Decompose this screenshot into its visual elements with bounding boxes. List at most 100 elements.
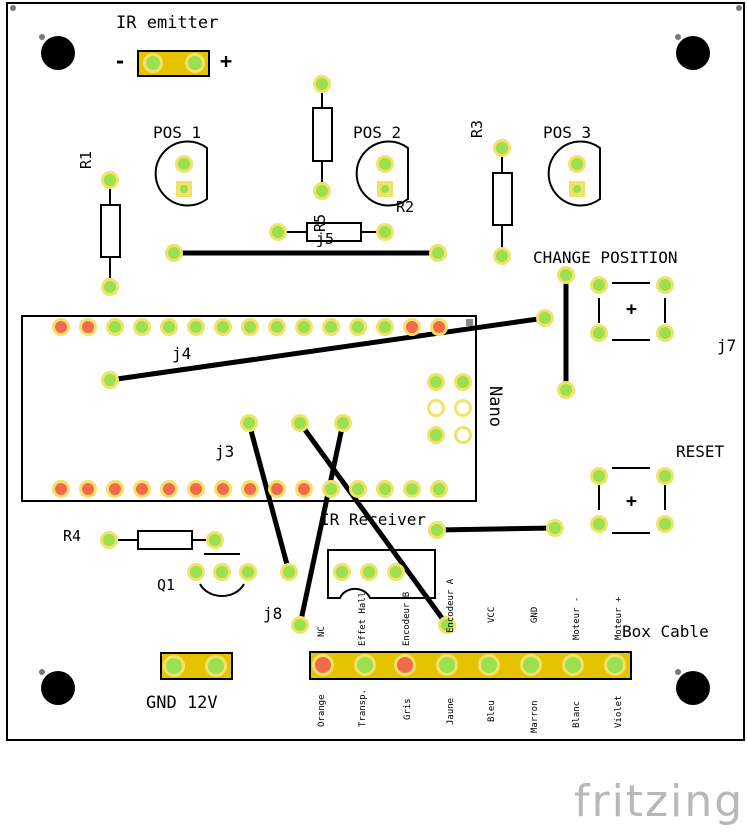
cable-color-label: Bleu xyxy=(487,700,497,722)
solder-pad xyxy=(590,276,608,294)
solder-pad xyxy=(175,155,193,173)
solder-pad xyxy=(376,318,394,336)
solder-pad xyxy=(106,480,124,498)
solder-pad xyxy=(291,414,309,432)
solder-pad xyxy=(376,223,394,241)
cable-function-label: NC xyxy=(317,626,327,637)
solder-pad xyxy=(185,53,205,73)
solder-pad xyxy=(604,654,626,676)
solder-pad xyxy=(557,381,575,399)
solder-pad xyxy=(133,318,151,336)
mounting-hole xyxy=(41,36,75,70)
pad-hole xyxy=(573,185,581,193)
solder-pad xyxy=(333,563,351,581)
pad-hole xyxy=(180,185,188,193)
solder-pad xyxy=(213,563,231,581)
solder-pad xyxy=(187,318,205,336)
solder-pad xyxy=(241,480,259,498)
solder-pad xyxy=(160,480,178,498)
solder-pad xyxy=(430,318,448,336)
solder-pad xyxy=(349,318,367,336)
solder-pad xyxy=(454,426,472,444)
solder-pad xyxy=(295,318,313,336)
solder-pad xyxy=(656,467,674,485)
lock-icon xyxy=(675,34,681,40)
solder-pad xyxy=(313,75,331,93)
solder-pad xyxy=(429,244,447,262)
solder-pad xyxy=(52,480,70,498)
solder-pad xyxy=(360,563,378,581)
mounting-hole xyxy=(676,671,710,705)
solder-pad xyxy=(205,655,227,677)
solder-pad xyxy=(454,399,472,417)
solder-pad xyxy=(376,155,394,173)
plus-label: + xyxy=(220,49,232,73)
cable-function-label: VCC xyxy=(487,607,497,623)
solder-pad xyxy=(428,521,446,539)
solder-pad xyxy=(239,563,257,581)
solder-pad xyxy=(590,467,608,485)
r5-label: R5 xyxy=(311,214,329,232)
solder-pad xyxy=(436,654,458,676)
reset-plus: + xyxy=(626,491,637,512)
solder-pad xyxy=(322,318,340,336)
solder-pad xyxy=(387,563,405,581)
r2-body xyxy=(312,107,333,162)
solder-pad xyxy=(394,654,416,676)
solder-pad xyxy=(427,373,445,391)
ir-emitter-label: IR emitter xyxy=(116,13,218,33)
solder-pad xyxy=(656,515,674,533)
solder-pad xyxy=(520,654,542,676)
j4-label: j4 xyxy=(172,344,191,363)
nano-outline xyxy=(21,315,477,502)
solder-pad xyxy=(187,480,205,498)
solder-pad xyxy=(133,480,151,498)
solder-pad xyxy=(590,324,608,342)
r2-label: R2 xyxy=(396,198,414,216)
r1-body xyxy=(100,204,121,258)
nano-label: Nano xyxy=(485,386,505,427)
j8-label: j8 xyxy=(263,604,282,623)
solder-pad xyxy=(241,318,259,336)
solder-pad xyxy=(143,53,163,73)
cable-function-label: GND xyxy=(530,607,540,623)
pos2-outline xyxy=(355,140,409,207)
solder-pad xyxy=(562,654,584,676)
pos1-label: POS 1 xyxy=(153,123,201,142)
r3-body xyxy=(492,172,513,226)
lock-icon xyxy=(39,669,45,675)
box-cable-label: Box Cable xyxy=(622,622,709,641)
solder-pad xyxy=(590,515,608,533)
solder-pad xyxy=(430,480,448,498)
solder-pad xyxy=(101,278,119,296)
solder-pad xyxy=(322,480,340,498)
solder-pad xyxy=(268,318,286,336)
change-position-plus: + xyxy=(626,299,637,320)
pos1-outline xyxy=(154,140,208,207)
solder-pad xyxy=(268,480,286,498)
solder-pad xyxy=(79,318,97,336)
pads xyxy=(52,53,674,677)
reset-label: RESET xyxy=(676,442,725,461)
lock-icon xyxy=(39,34,45,40)
r4-body xyxy=(137,530,193,550)
solder-pad xyxy=(334,414,352,432)
ir-receiver-outline xyxy=(327,549,436,599)
j7-label: j7 xyxy=(717,336,736,355)
cable-function-label: Effet Hall xyxy=(358,592,368,646)
solder-pad xyxy=(557,266,575,284)
solder-pad xyxy=(313,182,331,200)
solder-pad xyxy=(656,324,674,342)
solder-pad xyxy=(163,655,185,677)
solder-pad xyxy=(403,318,421,336)
cable-color-labels: Orange Transp. Gris Jaune Bleu Marron Bl… xyxy=(317,689,624,733)
solder-pad xyxy=(160,318,178,336)
traces xyxy=(107,250,569,628)
lock-icon xyxy=(736,5,742,11)
solder-pad xyxy=(493,247,511,265)
cable-color-label: Marron xyxy=(530,700,540,733)
change-position-button xyxy=(598,282,666,341)
nano-corner-mark xyxy=(466,319,473,326)
solder-pad xyxy=(295,480,313,498)
